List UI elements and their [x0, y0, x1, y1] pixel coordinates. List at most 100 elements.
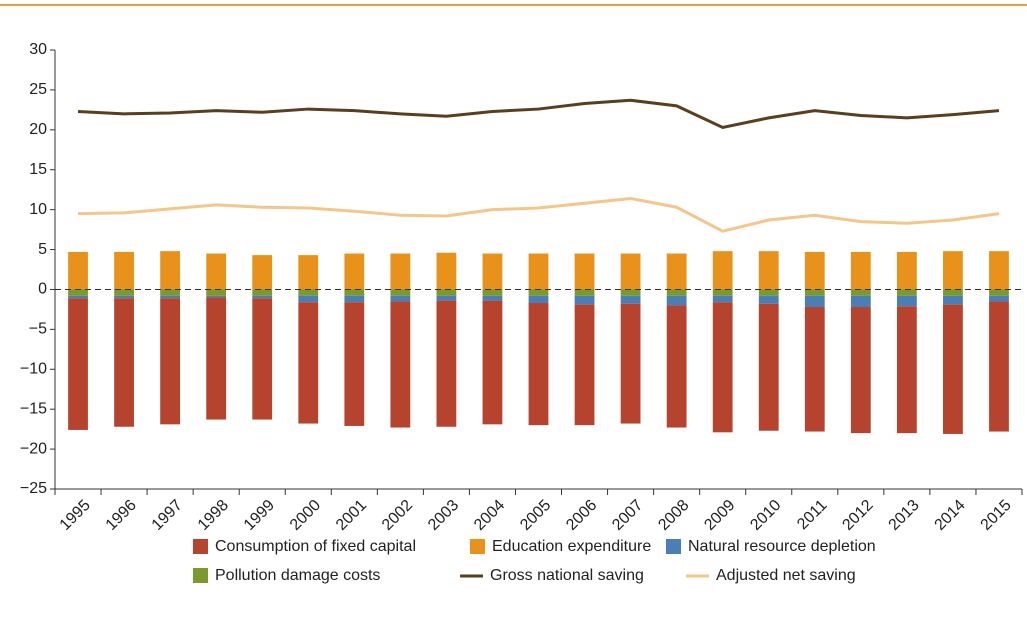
bar: [436, 252, 457, 290]
bar: [344, 289, 365, 296]
bar: [206, 289, 227, 296]
bar: [160, 298, 181, 425]
bar: [206, 295, 227, 298]
legend-label: Consumption of fixed capital: [215, 538, 416, 555]
bar: [68, 289, 88, 296]
bar: [896, 295, 917, 307]
bar: [344, 302, 365, 426]
bar: [712, 295, 733, 303]
x-tick-label: 2011: [794, 497, 830, 533]
x-tick-label: 2010: [747, 497, 784, 534]
x-tick-label: 2005: [517, 497, 554, 534]
bar: [620, 303, 641, 424]
bar: [68, 298, 88, 430]
bar: [114, 251, 134, 290]
bar: [758, 303, 779, 431]
bar: [206, 253, 227, 290]
bar: [989, 295, 1009, 302]
bar: [758, 289, 779, 296]
x-tick-label: 2007: [609, 497, 646, 534]
bar: [574, 295, 595, 305]
legend-swatch: [193, 568, 208, 583]
bar: [666, 253, 687, 290]
bar: [482, 289, 503, 296]
bar: [850, 289, 871, 296]
y-tick-label: −15: [20, 400, 47, 417]
y-tick-label: 30: [29, 41, 47, 58]
x-tick-label: 2004: [471, 497, 508, 534]
bar: [482, 300, 503, 425]
bar: [620, 253, 641, 290]
x-tick-label: 2014: [932, 497, 969, 534]
legend-swatch: [666, 539, 681, 554]
bar: [896, 306, 917, 434]
bar: [574, 304, 595, 426]
bar: [989, 251, 1009, 290]
bar: [206, 297, 227, 420]
y-tick-label: −20: [20, 440, 47, 457]
bar: [436, 300, 457, 427]
bar: [390, 295, 411, 302]
x-tick-label: 2008: [655, 497, 692, 534]
bar: [943, 289, 963, 296]
bar: [482, 253, 503, 290]
bar: [298, 255, 319, 290]
bar: [804, 289, 825, 296]
x-tick-label: 2003: [425, 497, 462, 534]
bar: [943, 304, 963, 434]
bar: [666, 289, 687, 296]
y-tick-label: −10: [20, 360, 47, 377]
bar: [252, 289, 273, 296]
bar: [114, 289, 134, 296]
bar: [390, 253, 411, 290]
bar: [620, 295, 641, 304]
y-tick-label: 5: [38, 241, 47, 258]
bar: [160, 295, 181, 299]
bar: [298, 302, 319, 424]
bar: [390, 289, 411, 296]
bar: [989, 289, 1009, 296]
bar: [298, 295, 319, 303]
x-tick-label: 2000: [287, 497, 324, 534]
bar: [528, 295, 549, 304]
legend-swatch: [470, 539, 485, 554]
bar: [160, 251, 181, 290]
bar: [574, 289, 595, 296]
bar: [620, 289, 641, 296]
x-tick-label: 2009: [701, 497, 738, 534]
bar: [252, 295, 273, 299]
x-tick-label: 2012: [839, 497, 876, 534]
bar: [666, 305, 687, 428]
bar: [712, 302, 733, 433]
bar: [989, 301, 1009, 432]
bar: [804, 251, 825, 290]
bar: [758, 251, 779, 290]
bar: [758, 295, 779, 304]
bar: [114, 295, 134, 299]
bar: [344, 253, 365, 290]
x-tick-label: 1996: [103, 497, 140, 534]
bar: [528, 253, 549, 290]
bar: [390, 301, 411, 428]
bar: [666, 295, 687, 306]
bar: [160, 289, 181, 296]
bar: [252, 298, 273, 420]
bar: [528, 289, 549, 296]
bar: [943, 295, 963, 305]
legend-label: Education expenditure: [492, 538, 651, 555]
bar: [68, 251, 88, 290]
bar: [252, 255, 273, 290]
y-tick-label: 0: [38, 281, 47, 298]
legend-label: Adjusted net saving: [716, 567, 856, 584]
legend-swatch: [193, 539, 208, 554]
line-series: [77, 196, 1000, 233]
bar: [298, 289, 319, 296]
y-tick-label: 20: [29, 121, 47, 138]
x-tick-label: 2015: [978, 497, 1015, 534]
bar: [344, 295, 365, 303]
x-tick-label: 2013: [886, 497, 923, 534]
bar: [436, 295, 457, 301]
x-tick-label: 2006: [563, 497, 600, 534]
bar: [114, 298, 134, 427]
